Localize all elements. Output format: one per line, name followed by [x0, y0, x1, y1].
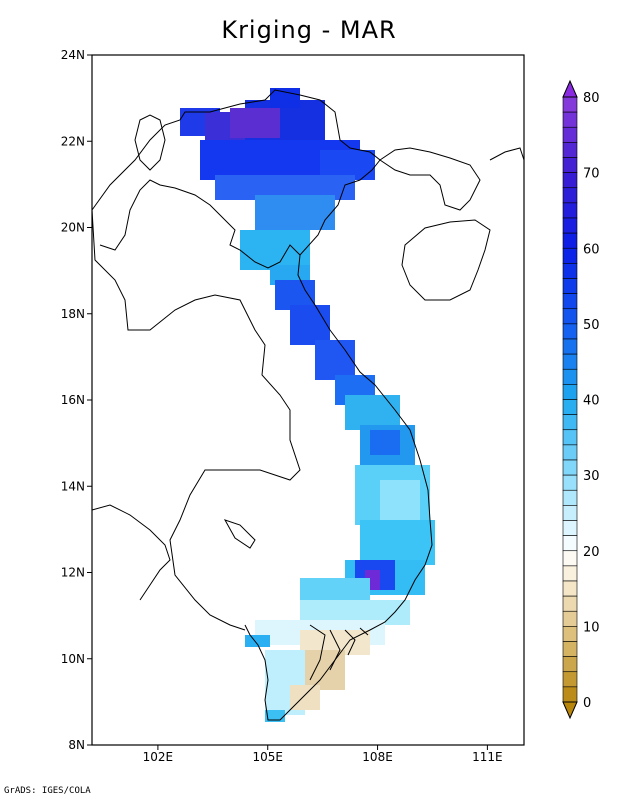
- lat-tick-label: 14N: [61, 479, 85, 493]
- colorbar-segment: [562, 263, 578, 279]
- colorbar-min-arrow: [562, 701, 578, 720]
- colorbar-segment: [562, 671, 578, 688]
- lat-tick-label: 16N: [61, 393, 85, 407]
- colorbar-segment: [562, 353, 578, 370]
- map-title: Kriging - MAR: [221, 16, 397, 44]
- colorbar-segment: [562, 610, 578, 627]
- colorbar-segment: [562, 247, 578, 264]
- lon-tick-label: 111E: [472, 750, 503, 764]
- colorbar-segment: [562, 308, 578, 325]
- colorbar: 0 10 20 30 40 50 60 70 80: [562, 79, 600, 720]
- colorbar-segment: [562, 111, 578, 128]
- coastline-outline: [91, 89, 525, 721]
- lat-tick-label: 8N: [68, 738, 85, 752]
- colorbar-segment: [562, 505, 578, 521]
- lon-tick-label: 105E: [252, 750, 283, 764]
- colorbar-segment: [562, 142, 578, 158]
- rainfall-grid: [180, 88, 435, 722]
- colorbar-label: 80: [583, 91, 600, 106]
- colorbar-segment: [562, 626, 578, 642]
- colorbar-segment: [562, 323, 578, 340]
- longitude-axis: 102E 105E 108E 111E: [143, 745, 503, 764]
- footer-credit: GrADS: IGES/COLA: [4, 786, 91, 796]
- colorbar-segment: [562, 595, 578, 612]
- colorbar-segment: [562, 489, 578, 506]
- colorbar-segment: [562, 217, 578, 234]
- colorbar-segment: [562, 293, 578, 310]
- latitude-axis: 24N 22N 20N 18N 16N 14N 12N 10N 8N: [61, 48, 92, 752]
- colorbar-segment: [562, 202, 578, 219]
- colorbar-label: 40: [583, 394, 600, 409]
- colorbar-segment: [562, 157, 578, 173]
- lat-tick-label: 10N: [61, 652, 85, 666]
- colorbar-label: 60: [583, 242, 600, 257]
- colorbar-segment: [562, 278, 578, 294]
- colorbar-label: 70: [583, 167, 600, 182]
- colorbar-segment: [562, 520, 578, 536]
- colorbar-segment: [562, 172, 578, 189]
- colorbar-label: 30: [583, 469, 600, 484]
- colorbar-segment: [562, 459, 578, 476]
- colorbar-segment: [562, 474, 578, 491]
- colorbar-segment: [562, 384, 578, 400]
- colorbar-segment: [562, 641, 578, 657]
- lat-tick-label: 22N: [61, 134, 85, 148]
- colorbar-label: 50: [583, 318, 600, 333]
- colorbar-label: 20: [583, 545, 600, 560]
- colorbar-segment: [562, 656, 578, 673]
- colorbar-segment: [562, 338, 578, 355]
- colorbar-label: 0: [583, 696, 591, 711]
- colorbar-segment: [562, 580, 578, 597]
- colorbar-segment: [562, 126, 578, 143]
- colorbar-segment: [562, 535, 578, 552]
- colorbar-max-arrow: [562, 79, 578, 98]
- lat-tick-label: 20N: [61, 221, 85, 235]
- lon-tick-label: 108E: [362, 750, 393, 764]
- colorbar-segment: [562, 368, 578, 385]
- colorbar-segment: [562, 399, 578, 415]
- colorbar-segment: [562, 565, 578, 582]
- lat-tick-label: 18N: [61, 307, 85, 321]
- colorbar-segment: [562, 96, 578, 113]
- colorbar-label: 10: [583, 620, 600, 635]
- lon-tick-label: 102E: [143, 750, 174, 764]
- colorbar-segment: [562, 444, 578, 461]
- lat-tick-label: 12N: [61, 566, 85, 580]
- colorbar-segment: [562, 232, 578, 249]
- colorbar-segment: [562, 686, 578, 703]
- colorbar-segment: [562, 414, 578, 431]
- colorbar-segment: [562, 550, 578, 567]
- colorbar-segment: [562, 429, 578, 446]
- colorbar-segment: [562, 187, 578, 204]
- lat-tick-label: 24N: [61, 48, 85, 62]
